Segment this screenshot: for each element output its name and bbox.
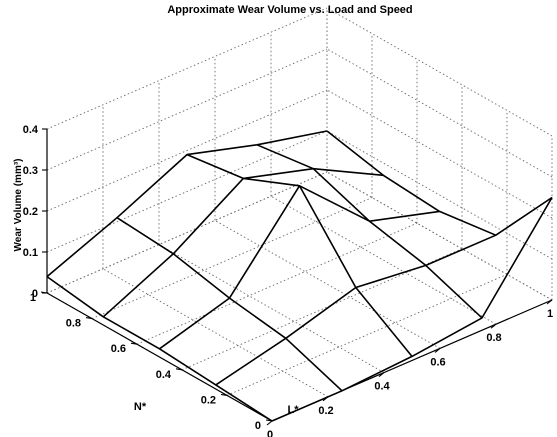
grid-line (102, 268, 329, 398)
grid-line (326, 7, 553, 137)
mesh-line-l (186, 153, 413, 357)
x-tick-mark (378, 372, 385, 378)
x-tick-mark (266, 420, 273, 426)
x-tick-mark (434, 347, 441, 353)
x-tick-label: 0.4 (374, 381, 390, 393)
y-tick-mark (85, 317, 93, 320)
z-tick-label: 0.3 (23, 165, 38, 177)
x-tick-label: 0 (267, 429, 273, 437)
x-tick-label: 0.8 (486, 332, 501, 344)
mesh-line-n (271, 197, 553, 422)
y-tick-label: 1 (30, 292, 36, 304)
y-tick-mark (220, 393, 228, 396)
grid-line (158, 244, 385, 373)
x-tick-mark (546, 299, 553, 305)
grid-layer (46, 7, 553, 422)
surface-mesh (46, 130, 553, 422)
mesh-line-l (116, 217, 343, 392)
mesh-line-l (256, 144, 483, 319)
grid-line (326, 171, 553, 301)
y-tick-mark (265, 419, 273, 422)
y-axis-line (46, 292, 273, 422)
x-tick-label: 0.6 (430, 356, 445, 368)
y-tick-mark (130, 342, 138, 345)
x-tick-mark (490, 323, 497, 329)
y-tick-label: 0.4 (156, 369, 172, 381)
chart-title: Approximate Wear Volume vs. Load and Spe… (167, 4, 412, 16)
grid-line (46, 130, 328, 253)
z-tick-label: 0.4 (23, 124, 39, 136)
grid-line (270, 195, 497, 325)
y-axis-label: N* (134, 401, 147, 413)
z-tick-label: 0.1 (23, 247, 38, 259)
grid-line (46, 89, 328, 212)
mesh-line-n (215, 234, 497, 386)
z-tick-label: 0.2 (23, 206, 38, 218)
mesh-line-l (46, 275, 273, 422)
mesh-line-l (326, 130, 553, 236)
tick-labels: 00.20.40.60.8100.20.40.60.8100.10.20.30.… (23, 124, 553, 437)
x-axis-label: L* (288, 404, 300, 416)
grid-line (214, 220, 441, 349)
y-tick-label: 0.8 (66, 318, 81, 330)
x-tick-label: 1 (547, 308, 553, 320)
grid-line (226, 273, 508, 396)
mesh-line-n (46, 130, 328, 278)
y-tick-label: 0.2 (201, 394, 216, 406)
z-axis-label: Wear Volume (mm³) (13, 159, 24, 252)
y-tick-label: 0 (255, 420, 261, 432)
grid-line (181, 248, 463, 371)
grid-line (46, 48, 328, 171)
x-tick-label: 0.2 (318, 405, 333, 417)
grid-line (91, 197, 373, 320)
grid-line (326, 89, 553, 219)
y-tick-label: 0.6 (111, 343, 126, 355)
grid-line (136, 222, 418, 345)
mesh-line-n (102, 167, 384, 318)
z-tick-label: 0 (32, 288, 38, 300)
grid-line (46, 171, 328, 294)
grid-line (326, 48, 553, 178)
grid-line (326, 130, 553, 260)
x-tick-mark (322, 396, 329, 402)
grid-line (46, 7, 328, 130)
axes-box (46, 129, 553, 422)
y-tick-mark (175, 368, 183, 371)
